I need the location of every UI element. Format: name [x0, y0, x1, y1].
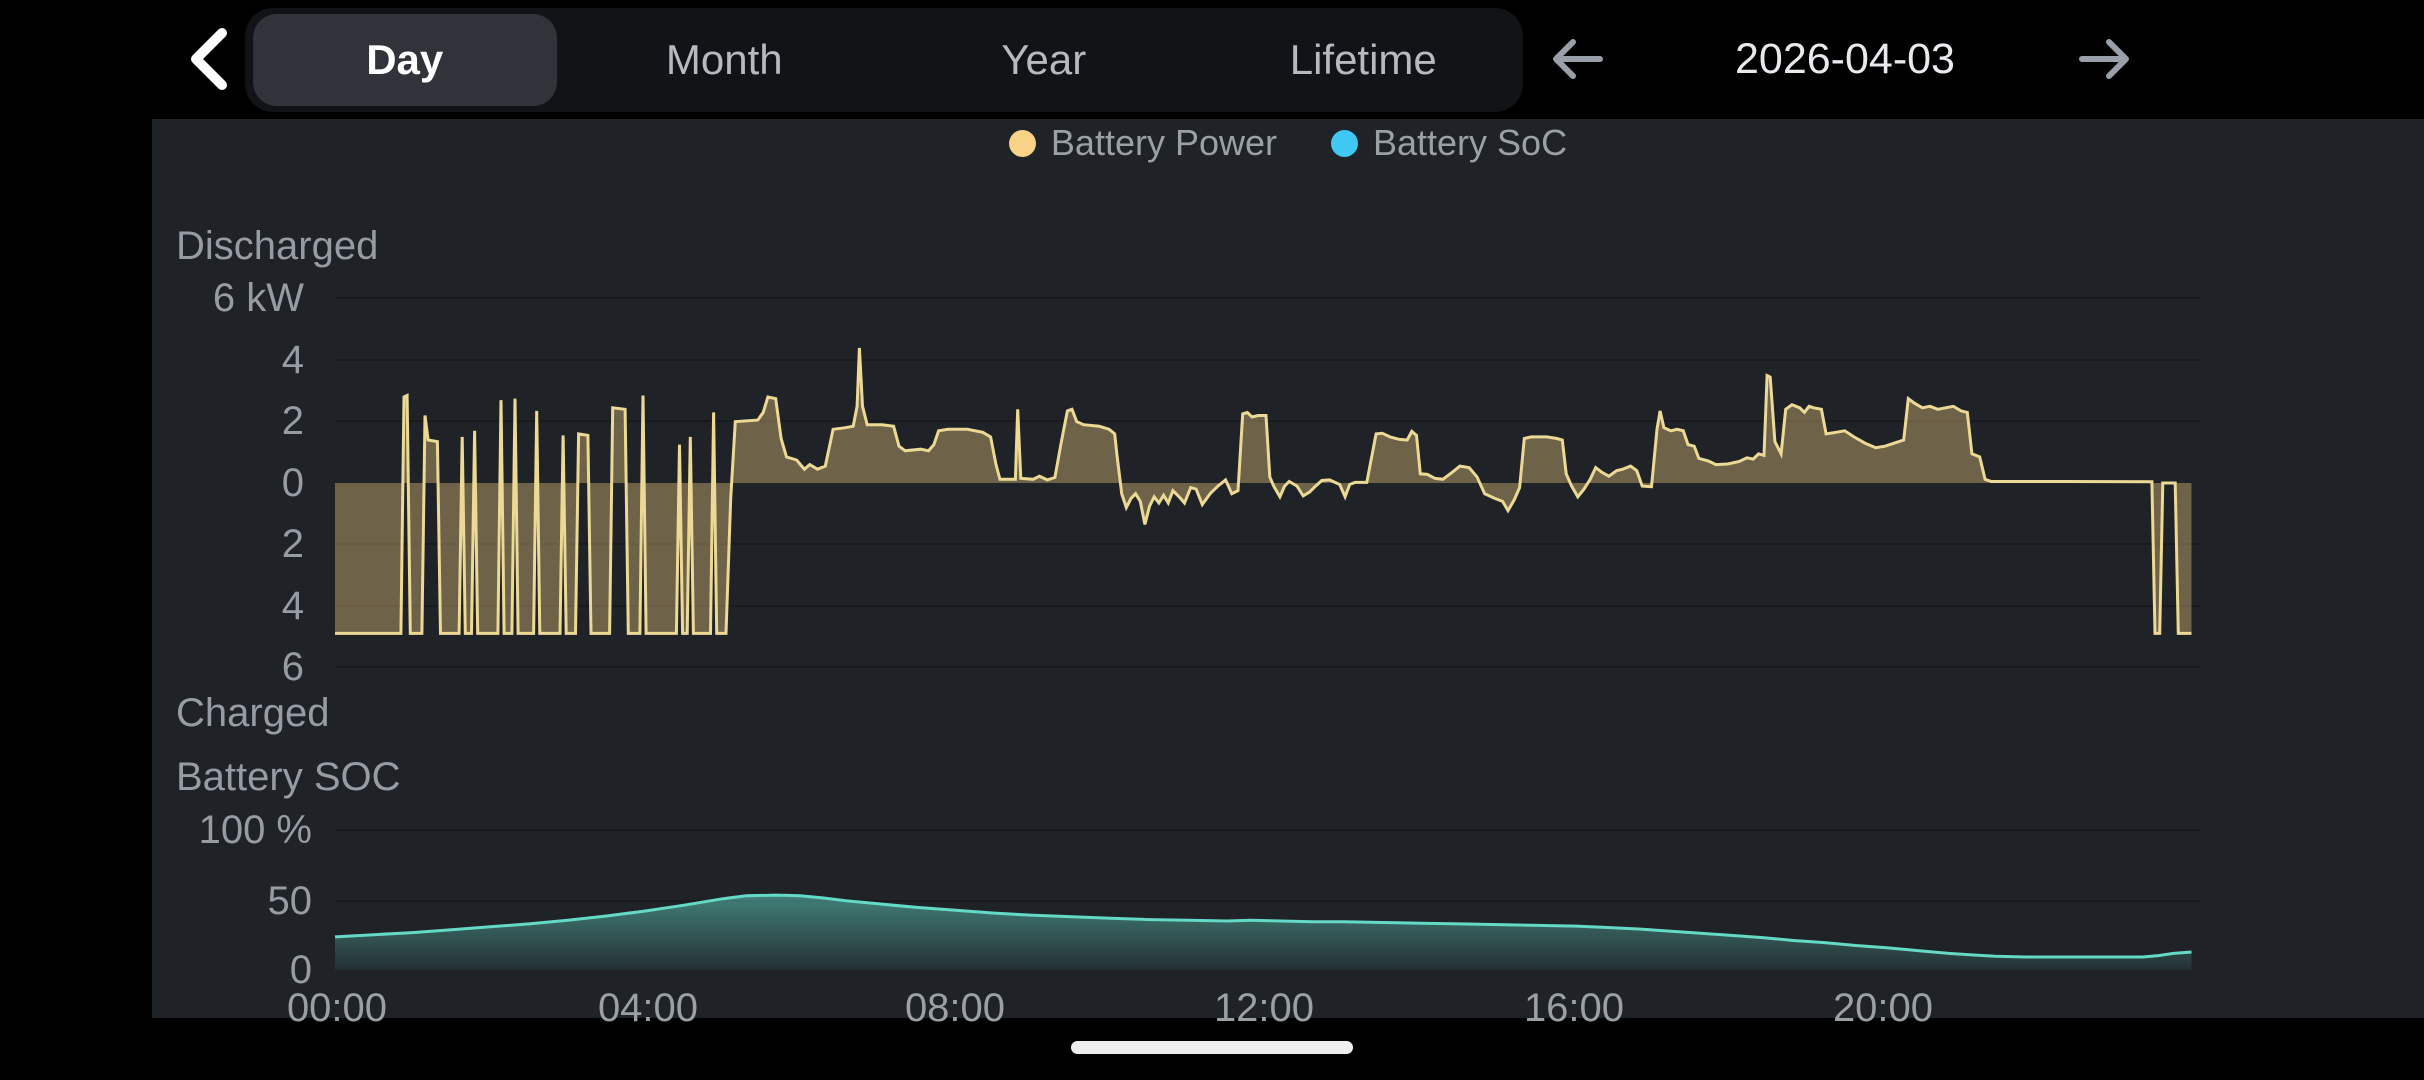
- chart-legend: Battery Power Battery SoC: [152, 122, 2424, 164]
- legend-item-battery-soc[interactable]: Battery SoC: [1331, 122, 1567, 164]
- battery-power-legend-dot-icon: [1008, 129, 1036, 157]
- power-axis-tick: 6 kW: [212, 276, 304, 320]
- battery-power-line: [335, 347, 2192, 635]
- arrow-left-icon: [1546, 27, 1610, 94]
- gridlines: [335, 297, 2200, 902]
- soc-axis-tick: 0: [289, 948, 312, 992]
- tab-lifetime[interactable]: Lifetime: [1289, 36, 1437, 83]
- tab-month[interactable]: Month: [665, 36, 783, 83]
- x-axis-tick: 00:00: [286, 986, 388, 1030]
- x-axis-tick: 16:00: [1523, 986, 1625, 1030]
- legend-item-battery-power[interactable]: Battery Power: [1008, 122, 1277, 164]
- power-axis-tick: 2: [281, 522, 304, 566]
- power-axis-tick: 2: [281, 399, 304, 443]
- tab-day[interactable]: Day: [253, 14, 557, 106]
- x-axis-tick: 08:00: [904, 986, 1006, 1030]
- x-axis-tick: 20:00: [1832, 986, 1934, 1030]
- power-axis-discharged-label: Discharged: [176, 224, 379, 268]
- battery-power-area: [335, 347, 2192, 634]
- x-axis-tick: 04:00: [597, 986, 699, 1030]
- battery-soc-area: [335, 895, 2192, 970]
- battery-soc-line: [334, 893, 2192, 959]
- legend-label: Battery Power: [1050, 122, 1277, 163]
- legend-label: Battery SoC: [1373, 122, 1568, 163]
- home-indicator[interactable]: [1071, 1041, 1353, 1054]
- battery-soc-legend-dot-icon: [1331, 129, 1358, 157]
- next-day-button[interactable]: [2070, 26, 2138, 94]
- arrow-right-icon: [2072, 27, 2136, 94]
- soc-axis-tick: 50: [267, 879, 313, 923]
- tab-year[interactable]: Year: [1001, 36, 1087, 83]
- period-tab-bar: Day Month Year Lifetime: [245, 8, 1523, 112]
- date-label[interactable]: 2026-04-03: [1735, 35, 1955, 83]
- previous-day-button[interactable]: [1544, 26, 1612, 94]
- chart-panel: [152, 119, 2424, 1018]
- power-axis-tick: 6: [281, 645, 304, 689]
- power-axis-charged-label: Charged: [176, 691, 330, 735]
- chevron-left-icon: [182, 23, 238, 98]
- power-axis-tick: 4: [281, 338, 304, 382]
- power-axis-tick: 4: [281, 584, 304, 628]
- soc-axis-title: Battery SOC: [176, 755, 401, 799]
- soc-axis-tick: 100 %: [198, 808, 312, 852]
- x-axis-tick: 12:00: [1213, 986, 1315, 1030]
- back-button[interactable]: [168, 22, 252, 98]
- power-axis-tick: 0: [281, 461, 304, 505]
